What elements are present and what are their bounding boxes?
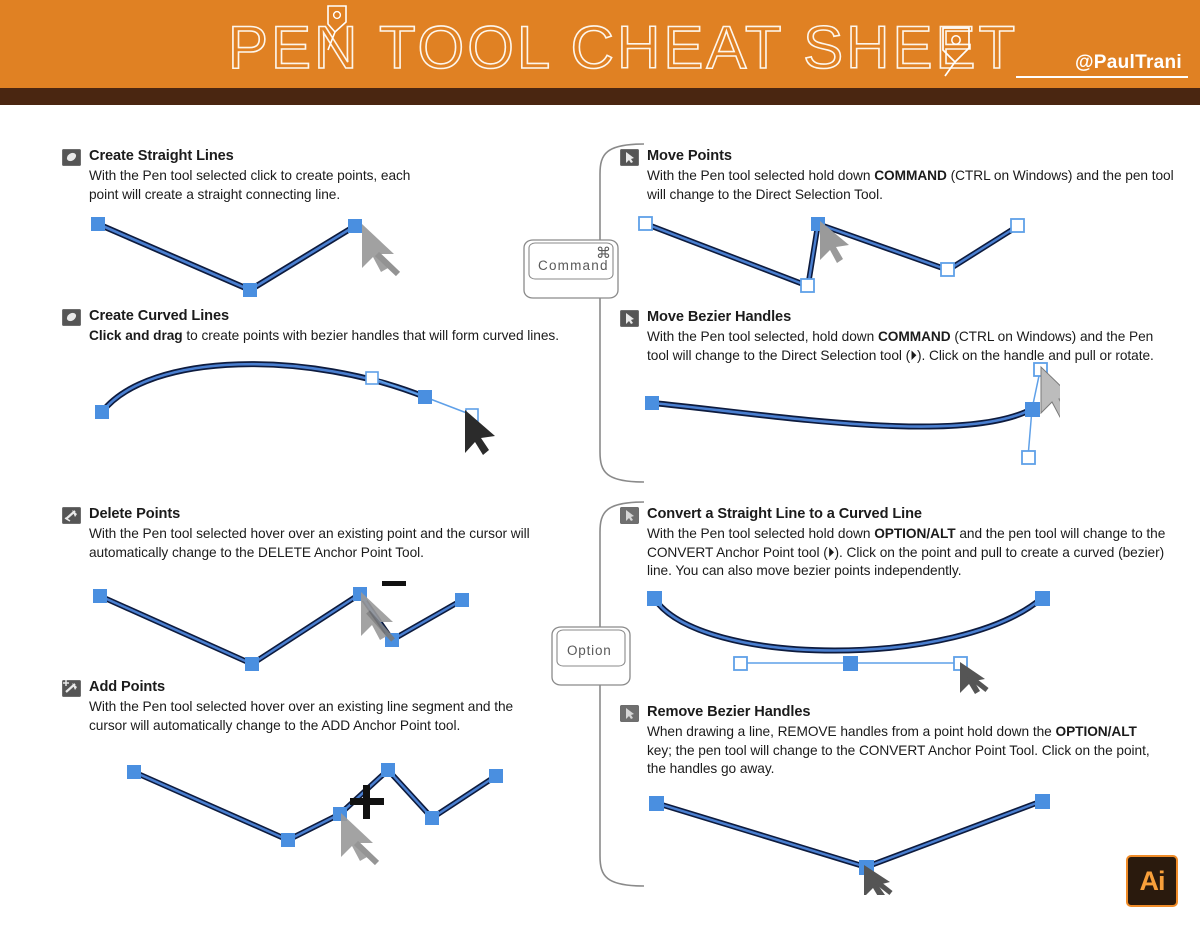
art-move-bezier-handles bbox=[645, 362, 1060, 465]
anchor-point bbox=[91, 217, 105, 231]
anchor-point bbox=[1025, 402, 1040, 417]
section-body: With the Pen tool selected, hold down CO… bbox=[647, 329, 1154, 363]
anchor-point bbox=[455, 593, 469, 607]
anchor-point bbox=[93, 589, 107, 603]
add-pen-cursor-icon bbox=[341, 813, 380, 866]
anchor-point-hollow bbox=[638, 216, 653, 231]
section-body: With the Pen tool selected hold down COM… bbox=[647, 168, 1174, 202]
anchor-point bbox=[348, 219, 362, 233]
bezier-handle-line bbox=[424, 396, 473, 416]
art-create-curved-lines bbox=[95, 361, 495, 455]
section-body: With the Pen tool selected click to crea… bbox=[89, 168, 411, 202]
section-title: Move Bezier Handles bbox=[647, 309, 792, 325]
minus-icon bbox=[382, 581, 406, 586]
option-key[interactable]: Option bbox=[548, 625, 634, 692]
section-title: Move Points bbox=[647, 148, 732, 164]
direct-selection-cursor-icon bbox=[1040, 365, 1060, 418]
section-body: With the Pen tool selected hover over an… bbox=[89, 699, 514, 733]
bezier-handle-line bbox=[371, 377, 426, 398]
anchor-point bbox=[645, 396, 659, 410]
anchor-point bbox=[1035, 794, 1050, 809]
anchor-point bbox=[843, 656, 858, 671]
pen-nib-icon-2 bbox=[942, 27, 970, 77]
anchor-point bbox=[418, 390, 432, 404]
section-convert-straight-to-curved: Convert a Straight Line to a Curved Line… bbox=[620, 505, 1170, 581]
path-shape bbox=[96, 221, 357, 294]
header-bottom-stripe bbox=[0, 88, 1200, 105]
anchor-point bbox=[381, 763, 395, 777]
direct-selection-cursor-icon bbox=[820, 221, 849, 263]
section-create-straight-lines: Create Straight Lines With the Pen tool … bbox=[62, 147, 532, 204]
anchor-point bbox=[489, 769, 503, 783]
command-key[interactable]: Command ⌘ bbox=[520, 238, 622, 305]
pen-cursor-icon bbox=[362, 224, 401, 277]
section-body: Click and drag to create points with bez… bbox=[89, 328, 559, 343]
twitter-handle[interactable]: @PaulTrani bbox=[1074, 52, 1182, 73]
anchor-point bbox=[649, 796, 664, 811]
section-body: With the Pen tool selected hold down OPT… bbox=[647, 526, 1166, 579]
art-delete-points bbox=[93, 581, 469, 671]
anchor-point-hollow bbox=[800, 278, 815, 293]
direct-selection-icon bbox=[620, 310, 639, 327]
page-header: PEN TOOL CHEAT SHEET @PaulTrani bbox=[0, 0, 1200, 88]
convert-anchor-point-icon bbox=[620, 705, 639, 722]
anchor-point bbox=[1035, 591, 1050, 606]
section-body: When drawing a line, REMOVE handles from… bbox=[647, 724, 1150, 777]
section-title: Remove Bezier Handles bbox=[647, 704, 811, 720]
command-key-label: Command bbox=[538, 258, 609, 273]
bezier-handle-point bbox=[1021, 450, 1036, 465]
ai-logo-label: Ai bbox=[1139, 865, 1166, 896]
anchor-point bbox=[281, 833, 295, 847]
section-move-points: Move Points With the Pen tool selected h… bbox=[620, 147, 1174, 204]
anchor-point bbox=[647, 591, 662, 606]
option-key-label: Option bbox=[567, 643, 612, 658]
section-body: With the Pen tool selected hover over an… bbox=[89, 526, 530, 560]
add-anchor-point-icon bbox=[62, 680, 81, 697]
delete-pen-cursor-icon bbox=[361, 592, 395, 642]
plus-icon bbox=[350, 785, 384, 819]
anchor-point-hollow bbox=[1010, 218, 1025, 233]
convert-cursor-icon bbox=[960, 662, 989, 694]
art-add-points bbox=[127, 763, 503, 866]
section-remove-bezier-handles: Remove Bezier Handles When drawing a lin… bbox=[620, 703, 1165, 779]
section-move-bezier-handles: Move Bezier Handles With the Pen tool se… bbox=[620, 308, 1165, 365]
anchor-point bbox=[425, 811, 439, 825]
anchor-point bbox=[127, 765, 141, 779]
section-add-points: Add Points With the Pen tool selected ho… bbox=[62, 678, 532, 735]
pen-tool-icon bbox=[62, 149, 81, 166]
section-title: Delete Points bbox=[89, 506, 181, 522]
art-remove-bezier-handles bbox=[649, 794, 1050, 895]
key-bracket-connectors bbox=[599, 143, 645, 887]
direct-selection-icon bbox=[620, 149, 639, 166]
page-title: PEN TOOL CHEAT SHEET bbox=[227, 14, 1019, 81]
art-create-straight-lines bbox=[91, 217, 401, 297]
section-title: Add Points bbox=[89, 679, 166, 695]
delete-anchor-point-icon bbox=[62, 507, 81, 524]
section-title: Create Curved Lines bbox=[89, 308, 230, 324]
adobe-illustrator-logo: Ai bbox=[1126, 855, 1178, 907]
anchor-point-hollow bbox=[940, 262, 955, 277]
command-symbol-icon: ⌘ bbox=[596, 244, 611, 262]
art-move-points bbox=[638, 216, 1025, 293]
twitter-underline bbox=[1016, 76, 1188, 78]
art-convert-straight-to-curved bbox=[647, 591, 1050, 694]
bezier-handle-point bbox=[733, 656, 748, 671]
section-title: Create Straight Lines bbox=[89, 148, 234, 164]
convert-cursor-icon bbox=[864, 865, 893, 895]
direct-selection-cursor-icon bbox=[465, 410, 495, 455]
pen-tool-icon bbox=[62, 309, 81, 326]
section-create-curved-lines: Create Curved Lines Click and drag to cr… bbox=[62, 307, 562, 346]
pen-nib-icon bbox=[327, 5, 347, 51]
anchor-point bbox=[245, 657, 259, 671]
anchor-point bbox=[95, 405, 109, 419]
convert-anchor-point-icon bbox=[620, 507, 639, 524]
anchor-point bbox=[243, 283, 257, 297]
section-title: Convert a Straight Line to a Curved Line bbox=[647, 506, 922, 522]
bezier-handle-point bbox=[365, 371, 379, 385]
section-delete-points: Delete Points With the Pen tool selected… bbox=[62, 505, 532, 562]
